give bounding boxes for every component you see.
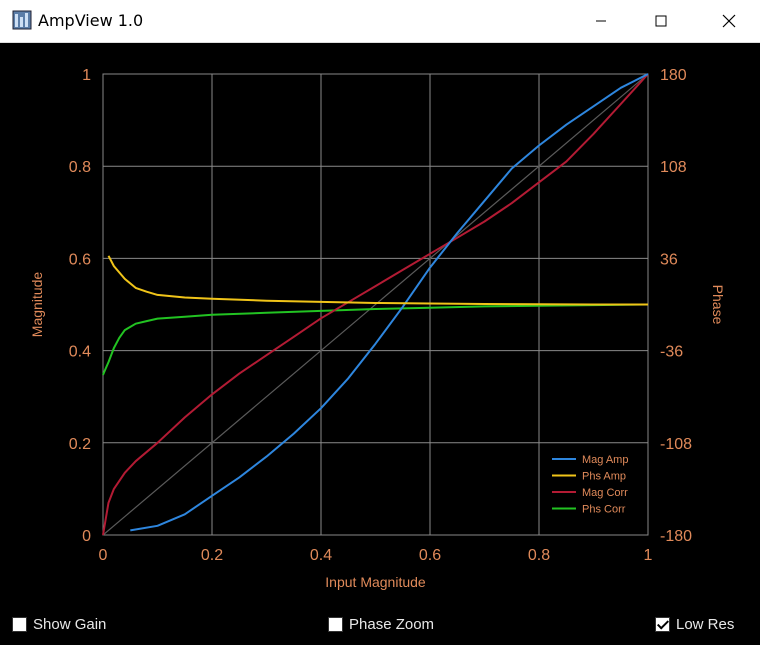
legend-label: Phs Amp (582, 471, 626, 483)
phase-zoom-checkbox[interactable]: Phase Zoom (328, 616, 434, 633)
close-button[interactable] (706, 0, 752, 42)
y-tick-label: 0.6 (69, 251, 91, 268)
show-gain-checkbox[interactable]: Show Gain (12, 616, 106, 633)
series-line-phs-corr (102, 303, 649, 376)
show-gain-label: Show Gain (33, 616, 107, 633)
minimize-button[interactable] (578, 0, 624, 42)
app-icon (12, 10, 32, 30)
legend-label: Phs Corr (582, 504, 626, 516)
low-res-label: Low Res (676, 616, 735, 633)
x-tick-label: 0.8 (528, 547, 550, 564)
series-line-phs-amp (107, 255, 648, 306)
legend-label: Mag Corr (582, 487, 628, 499)
close-icon (722, 14, 736, 28)
options-bar: Show Gain Phase Zoom Low Res (0, 606, 760, 645)
y2-tick-label: 180 (660, 67, 687, 84)
title-bar: AmpView 1.0 (0, 0, 760, 43)
y-tick-label: 0 (82, 528, 91, 545)
y2-tick-label: -108 (660, 436, 692, 453)
series-line-mag-amp (130, 73, 649, 532)
legend-label: Mag Amp (582, 454, 628, 466)
phase-zoom-box[interactable] (328, 617, 343, 632)
y-tick-label: 0.4 (69, 344, 91, 361)
x-tick-label: 0.2 (201, 547, 223, 564)
y-tick-label: 0.8 (69, 159, 91, 176)
y-axis-title: Magnitude (29, 272, 45, 338)
show-gain-box[interactable] (12, 617, 27, 632)
phase-zoom-label: Phase Zoom (349, 616, 435, 633)
minimize-icon (596, 20, 606, 22)
window-title: AmpView 1.0 (38, 11, 144, 30)
y2-axis-title: Phase (710, 285, 726, 325)
maximize-button[interactable] (638, 0, 684, 42)
series-line-reference (102, 73, 649, 536)
y2-tick-label: 108 (660, 159, 687, 176)
x-tick-label: 0.4 (310, 547, 332, 564)
y-tick-label: 1 (82, 67, 91, 84)
x-tick-label: 1 (644, 547, 653, 564)
x-axis-title: Input Magnitude (325, 574, 426, 590)
y2-tick-label: 36 (660, 251, 678, 268)
x-tick-label: 0.6 (419, 547, 441, 564)
y2-tick-label: -180 (660, 528, 692, 545)
x-tick-label: 0 (99, 547, 108, 564)
low-res-checkbox[interactable]: Low Res (655, 616, 734, 633)
amplitude-chart: 0 0.2 0.4 0.6 0.8 1 0 0.2 0.4 0.6 0.8 1 -180 -108 -36 3… (29, 67, 726, 590)
series-line-mag-corr (102, 73, 649, 536)
y2-tick-label: -36 (660, 344, 683, 361)
y-tick-label: 0.2 (69, 436, 91, 453)
low-res-box[interactable] (655, 617, 670, 632)
maximize-icon (655, 15, 667, 27)
